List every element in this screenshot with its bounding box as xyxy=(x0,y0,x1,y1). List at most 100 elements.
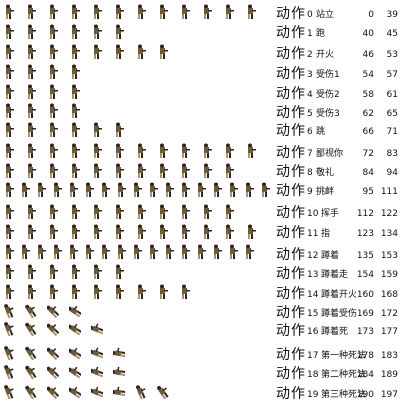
sprite-frame xyxy=(113,163,124,178)
sprite-frame xyxy=(47,4,58,19)
action-name: 受伤1 xyxy=(316,70,340,80)
action-end-frame: 111 xyxy=(380,187,398,197)
action-start-frame: 58 xyxy=(362,90,374,100)
action-prefix: 动作 xyxy=(276,366,306,382)
sprite-frame xyxy=(83,244,94,259)
action-end-frame: 57 xyxy=(386,70,398,80)
action-index: 4 xyxy=(307,90,313,100)
sprite-frame xyxy=(91,284,102,299)
sprite-frame xyxy=(91,264,102,279)
action-index: 13 xyxy=(307,270,319,280)
sprite-frame xyxy=(47,384,59,399)
action-prefix: 动作 xyxy=(276,205,306,221)
sprite-frame xyxy=(113,143,124,158)
sprite-frame xyxy=(223,224,234,239)
sprite-frame xyxy=(67,244,78,259)
action-name: 站立 xyxy=(316,10,335,20)
sprite-frame xyxy=(25,364,37,379)
sprite-frame xyxy=(3,64,14,79)
action-end-frame: 71 xyxy=(386,127,398,137)
sprite-frame xyxy=(113,224,124,239)
sprite-frame xyxy=(19,244,30,259)
sprite-frame xyxy=(157,143,168,158)
sprite-frame xyxy=(179,182,190,197)
sprite-frame xyxy=(91,163,102,178)
sprite-frame xyxy=(135,224,146,239)
sprite-frame xyxy=(113,284,124,299)
sprite-frame xyxy=(69,204,80,219)
action-prefix: 动作 xyxy=(276,66,306,82)
action-name: 蹲着受伤 xyxy=(321,309,358,319)
action-index: 12 xyxy=(307,251,319,261)
sprite-frame xyxy=(99,182,110,197)
sprite-frame xyxy=(69,4,80,19)
action-row-1: 动作 1 跑 40 45 xyxy=(276,25,400,41)
action-row-10: 动作 10 挥手 112 122 xyxy=(276,205,400,221)
action-end-frame: 153 xyxy=(380,251,398,261)
action-end-frame: 83 xyxy=(386,149,398,159)
sprite-frame xyxy=(243,244,254,259)
action-end-frame: 189 xyxy=(380,370,398,380)
sprite-frame xyxy=(47,303,59,318)
action-prefix: 动作 xyxy=(276,145,306,161)
sprite-frame xyxy=(157,224,168,239)
sprite-frame xyxy=(91,143,102,158)
action-prefix: 动作 xyxy=(276,305,306,321)
sprite-frame xyxy=(47,84,58,99)
sprite-frame xyxy=(47,64,58,79)
sprite-frame xyxy=(25,384,37,399)
sprite-frame xyxy=(51,244,62,259)
action-name: 蹲着 xyxy=(321,251,340,261)
sprite-frame xyxy=(25,143,36,158)
sprite-frame xyxy=(25,284,36,299)
action-prefix: 动作 xyxy=(276,105,306,121)
sprite-frame xyxy=(227,182,238,197)
action-index: 18 xyxy=(307,370,319,380)
action-end-frame: 177 xyxy=(380,327,398,337)
sprite-frame xyxy=(3,143,14,158)
sprite-frame xyxy=(245,4,256,19)
sprite-frame xyxy=(113,204,124,219)
sprite-frame xyxy=(115,182,126,197)
sprite-frame xyxy=(245,224,256,239)
sprite-frame xyxy=(201,163,212,178)
action-start-frame: 190 xyxy=(356,390,374,400)
sprite-frame xyxy=(91,224,102,239)
sprite-frame xyxy=(227,244,238,259)
sprite-frame xyxy=(179,284,190,299)
sprite-frame xyxy=(157,284,168,299)
sprite-frame xyxy=(113,24,124,39)
sprite-frame xyxy=(131,182,142,197)
sprite-frame xyxy=(25,122,36,137)
action-prefix: 动作 xyxy=(276,6,306,22)
sprite-frame xyxy=(91,384,103,398)
sprite-frame xyxy=(245,143,256,158)
sprite-frame xyxy=(69,84,80,99)
sprite-frame xyxy=(211,182,222,197)
sprite-frame xyxy=(91,345,103,359)
sprite-frame xyxy=(157,163,168,178)
action-row-2: 动作 2 开火 46 53 xyxy=(276,46,400,62)
sprite-frame xyxy=(47,103,58,118)
sprite-frame xyxy=(223,4,234,19)
action-index: 17 xyxy=(307,351,319,361)
action-end-frame: 53 xyxy=(386,50,398,60)
sprite-frame xyxy=(69,303,81,318)
action-start-frame: 135 xyxy=(356,251,374,261)
sprite-frame xyxy=(3,264,14,279)
sprite-frame xyxy=(135,384,146,399)
action-prefix: 动作 xyxy=(276,286,306,302)
sprite-frame xyxy=(19,182,30,197)
sprite-frame xyxy=(3,103,14,118)
action-index: 6 xyxy=(307,127,313,137)
action-end-frame: 65 xyxy=(386,109,398,119)
sprite-frame xyxy=(69,264,80,279)
action-name: 第三种死法 xyxy=(321,390,367,400)
sprite-frame xyxy=(135,44,146,59)
action-prefix: 动作 xyxy=(276,183,306,199)
sprite-frame xyxy=(3,303,14,318)
sprite-frame xyxy=(157,4,168,19)
sprite-frame xyxy=(25,44,36,59)
action-start-frame: 169 xyxy=(356,309,374,319)
action-row-19: 动作 19 第三种死法 190 197 xyxy=(276,386,400,402)
